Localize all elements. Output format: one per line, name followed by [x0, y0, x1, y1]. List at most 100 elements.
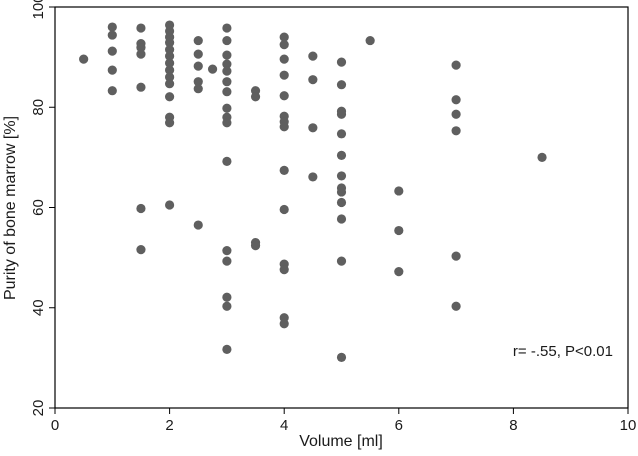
data-point: [336, 214, 347, 224]
data-point: [308, 123, 318, 133]
data-point: [222, 23, 232, 33]
data-point: [451, 60, 461, 70]
x-tick-label: 6: [395, 417, 403, 434]
data-point: [451, 95, 461, 105]
data-point: [222, 156, 232, 166]
x-tick-label: 0: [51, 417, 59, 434]
data-point: [193, 77, 203, 87]
data-point: [222, 118, 232, 128]
data-point: [165, 92, 175, 102]
y-tick-label: 60: [30, 199, 47, 216]
data-point: [79, 54, 89, 64]
data-point: [451, 251, 461, 261]
data-point: [308, 51, 318, 61]
data-point: [222, 246, 232, 256]
data-point: [537, 152, 547, 162]
data-point: [107, 22, 117, 32]
data-point: [165, 37, 175, 48]
data-point: [279, 54, 289, 64]
data-point: [279, 39, 289, 50]
data-point: [222, 66, 232, 76]
data-point: [336, 171, 347, 181]
data-point: [222, 256, 232, 266]
data-point: [308, 75, 318, 85]
data-point: [336, 352, 347, 362]
x-tick-label: 8: [509, 417, 517, 434]
data-point: [165, 72, 175, 82]
data-point: [222, 59, 232, 69]
data-point: [165, 79, 175, 89]
data-point: [279, 204, 289, 215]
data-point: [336, 197, 347, 208]
data-point: [136, 245, 146, 255]
data-point: [193, 61, 203, 71]
data-point: [107, 65, 117, 75]
data-point: [336, 150, 347, 160]
data-point: [250, 240, 261, 251]
data-point: [222, 35, 232, 46]
data-point: [165, 58, 175, 68]
data-point: [336, 109, 347, 119]
data-point: [394, 225, 404, 236]
y-axis-label: Purity of bone marrow [%]: [2, 116, 19, 300]
data-point: [279, 165, 289, 176]
x-axis-ticks: 0 2 4 6 8 10: [51, 408, 637, 434]
y-axis-ticks: 20 40 60 80 100: [30, 0, 55, 416]
y-tick-label: 100: [30, 0, 47, 20]
data-point: [136, 82, 146, 92]
data-point: [193, 35, 203, 46]
data-points: [79, 20, 547, 362]
data-point: [207, 64, 218, 74]
data-point: [336, 57, 347, 67]
data-point: [279, 265, 289, 275]
y-tick-label: 40: [30, 299, 47, 316]
data-point: [165, 118, 175, 128]
data-point: [222, 301, 232, 311]
data-point: [165, 200, 175, 210]
data-point: [107, 46, 117, 56]
data-point: [136, 23, 146, 33]
data-point: [165, 51, 175, 61]
data-point: [222, 292, 232, 302]
data-point: [165, 45, 175, 55]
data-point: [451, 126, 461, 136]
data-point: [222, 87, 232, 97]
data-point: [136, 43, 146, 53]
data-point: [336, 256, 347, 266]
data-point: [107, 86, 117, 96]
data-point: [336, 129, 347, 139]
data-point: [279, 32, 289, 42]
data-point: [193, 84, 203, 94]
data-point: [279, 91, 289, 101]
data-point: [279, 319, 289, 329]
data-point: [250, 92, 261, 102]
data-point: [279, 122, 289, 132]
data-point: [279, 70, 289, 80]
x-axis-label: Volume [ml]: [299, 433, 383, 450]
y-tick-label: 80: [30, 99, 47, 116]
data-point: [107, 30, 117, 40]
data-point: [222, 50, 232, 60]
data-point: [136, 49, 146, 59]
data-point: [451, 301, 461, 311]
data-point: [336, 187, 347, 197]
data-point: [193, 220, 203, 230]
data-point: [394, 186, 404, 196]
x-tick-label: 2: [165, 417, 173, 434]
x-tick-label: 10: [620, 417, 637, 434]
data-point: [222, 344, 232, 354]
data-point: [336, 80, 347, 90]
x-tick-label: 4: [280, 417, 288, 434]
y-tick-label: 20: [30, 400, 47, 417]
data-point: [193, 49, 203, 59]
data-point: [222, 77, 232, 87]
data-point: [308, 172, 318, 182]
correlation-annotation: r= -.55, P<0.01: [513, 343, 613, 360]
data-point: [365, 35, 375, 46]
data-point: [394, 267, 404, 277]
data-point: [136, 203, 146, 214]
data-point: [451, 109, 461, 119]
data-point: [165, 65, 175, 75]
data-point: [222, 103, 232, 113]
